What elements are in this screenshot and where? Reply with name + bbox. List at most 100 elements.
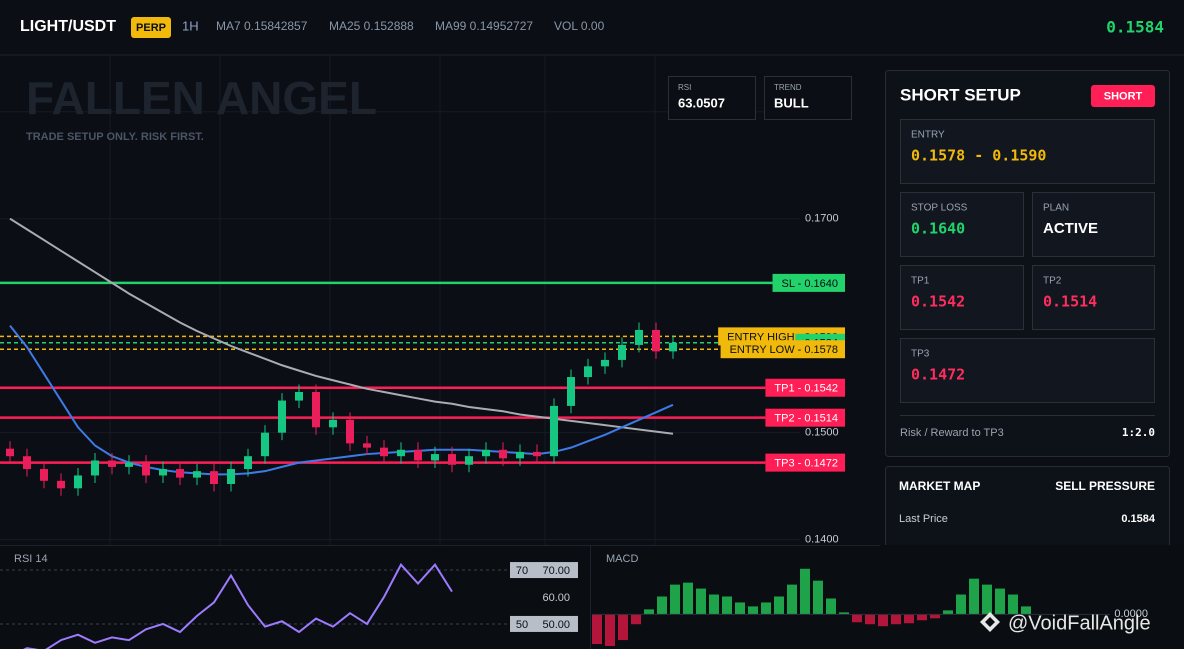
candle-body — [414, 449, 422, 461]
perp-badge-text: PERP — [136, 22, 166, 34]
trend-box-value: BULL — [774, 95, 809, 110]
level-tag-text: SL - 0.1640 — [782, 278, 838, 290]
level-tag — [765, 378, 845, 397]
rsi-level-box — [510, 615, 578, 632]
setup-cards — [900, 119, 1155, 403]
panel-title: SHORT SETUP — [900, 85, 1021, 104]
tp3-value: 0.1472 — [911, 366, 965, 384]
level-tag — [772, 273, 845, 292]
market-last-value: 0.1584 — [1121, 513, 1156, 525]
trend-box — [764, 76, 852, 120]
macd-bar — [904, 614, 914, 624]
candle-body — [91, 460, 99, 476]
short-badge-text: SHORT — [1104, 90, 1143, 102]
rsi-box-label: RSI — [678, 83, 691, 92]
trend-box-label: TREND — [774, 83, 802, 92]
last-price: 0.1584 — [1106, 18, 1164, 37]
level-tag-text: ENTRY LOW - 0.1578 — [730, 344, 838, 356]
candle-body — [533, 451, 541, 457]
candle-body — [567, 377, 575, 406]
macd-bar — [774, 596, 784, 615]
candle-body — [40, 469, 48, 481]
rsi-box-value: 63.0507 — [678, 95, 725, 110]
level-tag-text: TP2 - 0.1514 — [774, 413, 838, 425]
macd-bar — [943, 610, 953, 615]
candle-body — [584, 366, 592, 378]
tp1-label: TP1 — [911, 276, 930, 287]
macd-bar — [644, 609, 654, 615]
tp1-value: 0.1542 — [911, 293, 965, 311]
macd-bar — [917, 614, 927, 621]
candle-body — [108, 460, 116, 467]
macd-bar — [605, 614, 615, 647]
tp3-label: TP3 — [911, 349, 930, 360]
y-tick-label: 50.00 — [542, 619, 570, 631]
ma99: MA99 0.14952727 — [435, 19, 533, 33]
macd-bar — [683, 582, 693, 615]
macd-bar — [969, 578, 979, 615]
macd-bar — [852, 614, 862, 623]
rsi-title: RSI 14 — [14, 553, 48, 565]
macd-bar — [1008, 594, 1018, 615]
candle-body — [295, 392, 303, 401]
y-tick-label: 0.1400 — [805, 534, 839, 546]
level-tag — [765, 408, 845, 427]
candle-body — [57, 480, 65, 489]
macd-bar — [956, 594, 966, 615]
candle-body — [669, 342, 677, 352]
macd-bar — [800, 568, 810, 615]
macd-bar — [722, 596, 732, 615]
ma25-line — [9, 325, 674, 476]
rsi-level-text: 50 — [516, 619, 528, 631]
macd-bar — [709, 594, 719, 615]
watermark-subtitle: TRADE SETUP ONLY. RISK FIRST. — [26, 131, 204, 143]
header-bar — [0, 0, 1184, 55]
level-tag — [720, 340, 845, 359]
macd-bar — [657, 596, 667, 615]
candle-body — [397, 449, 405, 457]
macd-bar — [787, 584, 797, 615]
candle-body — [363, 443, 371, 448]
y-tick-label: 0.1500 — [805, 427, 839, 439]
entry-value: 0.1578 - 0.1590 — [911, 147, 1046, 165]
y-tick-label: 0.0000 — [1114, 608, 1148, 620]
candle-body — [448, 454, 456, 465]
candle-body — [618, 344, 626, 360]
candle-body — [465, 456, 473, 465]
macd-bar — [761, 602, 771, 615]
level-tag — [765, 453, 845, 472]
y-tick-label: 60.00 — [542, 592, 570, 604]
macd-bar — [865, 614, 875, 625]
short-badge — [1091, 85, 1155, 107]
macd-bar — [618, 614, 628, 641]
candle-body — [601, 359, 609, 367]
macd-bar — [930, 614, 940, 619]
ma99-line — [9, 217, 674, 435]
stop-value: 0.1640 — [911, 220, 965, 238]
rsi-level-text: 70 — [516, 565, 528, 577]
macd-bar — [592, 614, 602, 645]
handle-watermark: @VoidFallAngle — [980, 612, 1151, 634]
candle-body — [159, 469, 167, 476]
macd-bar — [878, 614, 888, 627]
macd-bar — [891, 614, 901, 625]
candle-body — [550, 405, 558, 457]
handle: @VoidFallAngle — [1008, 612, 1151, 634]
plan-value: ACTIVE — [1043, 220, 1098, 237]
macd-bar — [735, 602, 745, 615]
macd-bar — [995, 588, 1005, 615]
candle-body — [380, 447, 388, 457]
candle-body — [210, 471, 218, 485]
y-tick-label: 70.00 — [542, 565, 570, 577]
candle-body — [312, 392, 320, 428]
rr-value: 1:2.0 — [1122, 426, 1155, 439]
entry-label: ENTRY — [911, 130, 945, 141]
macd-bar — [839, 612, 849, 615]
macd-bar — [670, 584, 680, 615]
rsi-line — [22, 562, 453, 649]
macd-bar — [631, 614, 641, 625]
rr-label: Risk / Reward to TP3 — [900, 427, 1004, 439]
candle-body — [329, 419, 337, 428]
interval: 1H — [182, 18, 199, 33]
